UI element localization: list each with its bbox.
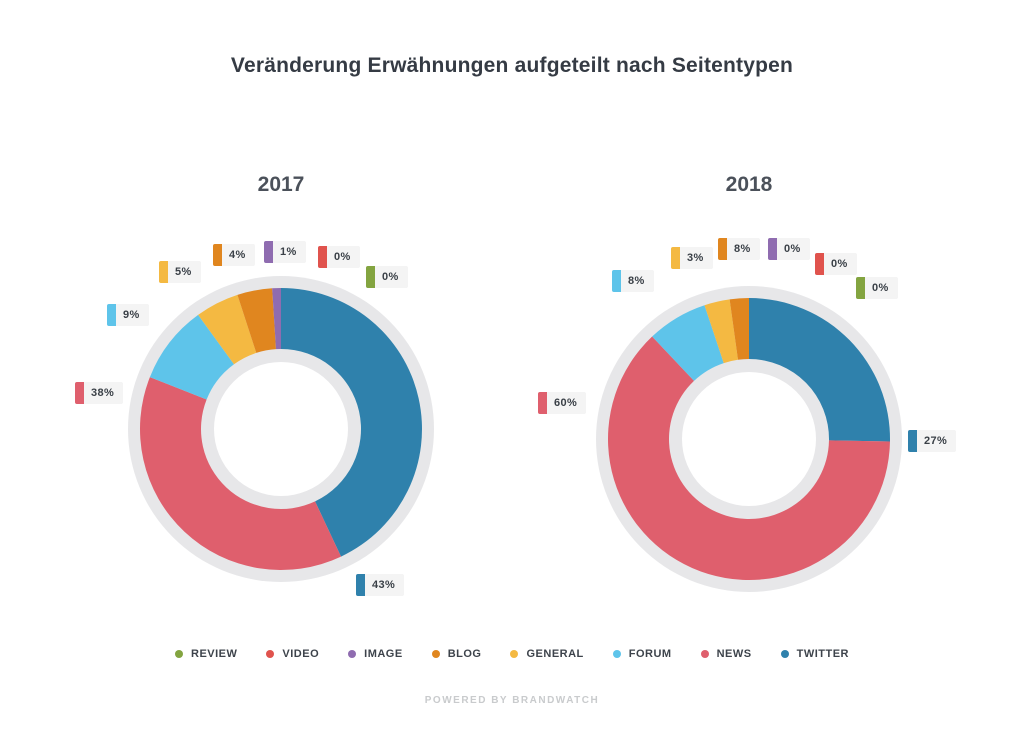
donut-segment-image-2017[interactable] bbox=[272, 288, 281, 350]
legend-dot-news bbox=[700, 650, 709, 658]
callout-color-bar-blog bbox=[213, 244, 222, 266]
callout-value-text: 4% bbox=[229, 249, 246, 261]
callout-value-text: 0% bbox=[831, 258, 848, 270]
callout-value-text: 27% bbox=[924, 435, 948, 447]
value-callout-blog-2017: 4% bbox=[213, 244, 255, 266]
legend-label-video: VIDEO bbox=[282, 648, 320, 660]
legend-dot-general bbox=[510, 650, 519, 658]
value-callout-twitter-2018: 27% bbox=[908, 430, 957, 452]
callout-color-bar-video bbox=[318, 246, 327, 268]
legend-item-forum[interactable]: FORUM bbox=[612, 648, 672, 660]
chart-title: Veränderung Erwähnungen aufgeteilt nach … bbox=[230, 54, 794, 77]
donut-segment-forum-2017[interactable] bbox=[149, 314, 234, 400]
callout-color-bar-review bbox=[856, 277, 865, 299]
legend-item-video[interactable]: VIDEO bbox=[266, 648, 319, 660]
callout-color-bar-blog bbox=[718, 238, 727, 260]
donut-segment-twitter-2017[interactable] bbox=[281, 288, 422, 557]
callout-value-text: 0% bbox=[334, 251, 351, 263]
donut-segment-general-2018[interactable] bbox=[704, 299, 738, 364]
callout-value-text: 3% bbox=[687, 252, 704, 264]
legend-dot-twitter bbox=[780, 650, 789, 658]
donut-segment-news-2018[interactable] bbox=[608, 336, 890, 580]
value-callout-news-2017: 38% bbox=[75, 382, 124, 404]
callout-value-text: 1% bbox=[280, 246, 297, 258]
donut-segment-blog-2017[interactable] bbox=[237, 288, 276, 353]
legend-item-news[interactable]: NEWS bbox=[700, 648, 752, 660]
donut-segment-news-2017[interactable] bbox=[139, 377, 342, 570]
value-callout-blog-2018: 8% bbox=[718, 238, 760, 260]
callout-color-bar-general bbox=[671, 247, 680, 269]
value-callout-news-2018: 60% bbox=[538, 392, 587, 414]
callout-value-text: 38% bbox=[91, 387, 115, 399]
value-callout-forum-2018: 8% bbox=[612, 270, 654, 292]
donut-chart-2017 bbox=[128, 276, 434, 582]
legend-dot-forum bbox=[612, 650, 621, 658]
donut-segment-blog-2018[interactable] bbox=[729, 298, 749, 360]
callout-color-bar-forum bbox=[612, 270, 621, 292]
value-callout-forum-2017: 9% bbox=[107, 304, 149, 326]
callout-value-text: 8% bbox=[734, 243, 751, 255]
value-callout-image-2018: 0% bbox=[768, 238, 810, 260]
chart-legend: REVIEW VIDEO IMAGE BLOG GENERAL FORUM NEWS TWIT… bbox=[0, 648, 1024, 660]
callout-color-bar-forum bbox=[107, 304, 116, 326]
callout-value-text: 0% bbox=[382, 271, 399, 283]
value-callout-image-2017: 1% bbox=[264, 241, 306, 263]
callout-value-text: 0% bbox=[784, 243, 801, 255]
donut-hole bbox=[214, 362, 348, 496]
powered-by-brandwatch-text: POWERED BY BRANDWATCH bbox=[424, 695, 600, 706]
legend-item-image[interactable]: IMAGE bbox=[348, 648, 403, 660]
value-callout-video-2018: 0% bbox=[815, 253, 857, 275]
callout-value-text: 8% bbox=[628, 275, 645, 287]
legend-item-twitter[interactable]: TWITTER bbox=[780, 648, 849, 660]
callout-value-text: 0% bbox=[872, 282, 889, 294]
callout-color-bar-news bbox=[538, 392, 547, 414]
year-heading-2018: 2018 bbox=[725, 173, 773, 196]
callout-value-text: 5% bbox=[175, 266, 192, 278]
legend-dot-review bbox=[175, 650, 183, 658]
callout-color-bar-image bbox=[768, 238, 777, 260]
year-heading-2017: 2017 bbox=[257, 173, 305, 196]
legend-item-blog[interactable]: BLOG bbox=[431, 648, 482, 660]
value-callout-general-2018: 3% bbox=[671, 247, 713, 269]
donut-segment-twitter-2018[interactable] bbox=[749, 298, 891, 442]
callout-value-text: 43% bbox=[372, 579, 396, 591]
donut-segment-general-2017[interactable] bbox=[198, 294, 257, 365]
callout-color-bar-review bbox=[366, 266, 375, 288]
donut-chart-2018 bbox=[596, 286, 902, 592]
value-callout-review-2017: 0% bbox=[366, 266, 408, 288]
callout-color-bar-twitter bbox=[356, 574, 365, 596]
callout-color-bar-video bbox=[815, 253, 824, 275]
legend-label-image: IMAGE bbox=[364, 648, 403, 660]
callout-value-text: 9% bbox=[123, 309, 140, 321]
value-callout-twitter-2017: 43% bbox=[356, 574, 405, 596]
legend-label-news: NEWS bbox=[716, 648, 752, 660]
callout-color-bar-image bbox=[264, 241, 273, 263]
legend-item-review[interactable]: REVIEW bbox=[175, 648, 237, 660]
legend-label-review: REVIEW bbox=[191, 648, 238, 660]
callout-color-bar-twitter bbox=[908, 430, 917, 452]
callout-color-bar-news bbox=[75, 382, 84, 404]
donut-hole bbox=[682, 372, 816, 506]
legend-dot-image bbox=[348, 650, 357, 658]
legend-dot-blog bbox=[431, 650, 440, 658]
callout-value-text: 60% bbox=[554, 397, 578, 409]
legend-label-blog: BLOG bbox=[447, 648, 482, 660]
legend-dot-video bbox=[266, 650, 275, 658]
legend-label-general: GENERAL bbox=[526, 648, 584, 660]
donut-segment-forum-2018[interactable] bbox=[652, 305, 724, 381]
legend-item-general[interactable]: GENERAL bbox=[510, 648, 583, 660]
legend-label-forum: FORUM bbox=[628, 648, 672, 660]
value-callout-review-2018: 0% bbox=[856, 277, 898, 299]
callout-color-bar-general bbox=[159, 261, 168, 283]
legend-label-twitter: TWITTER bbox=[796, 648, 849, 660]
value-callout-video-2017: 0% bbox=[318, 246, 360, 268]
value-callout-general-2017: 5% bbox=[159, 261, 201, 283]
